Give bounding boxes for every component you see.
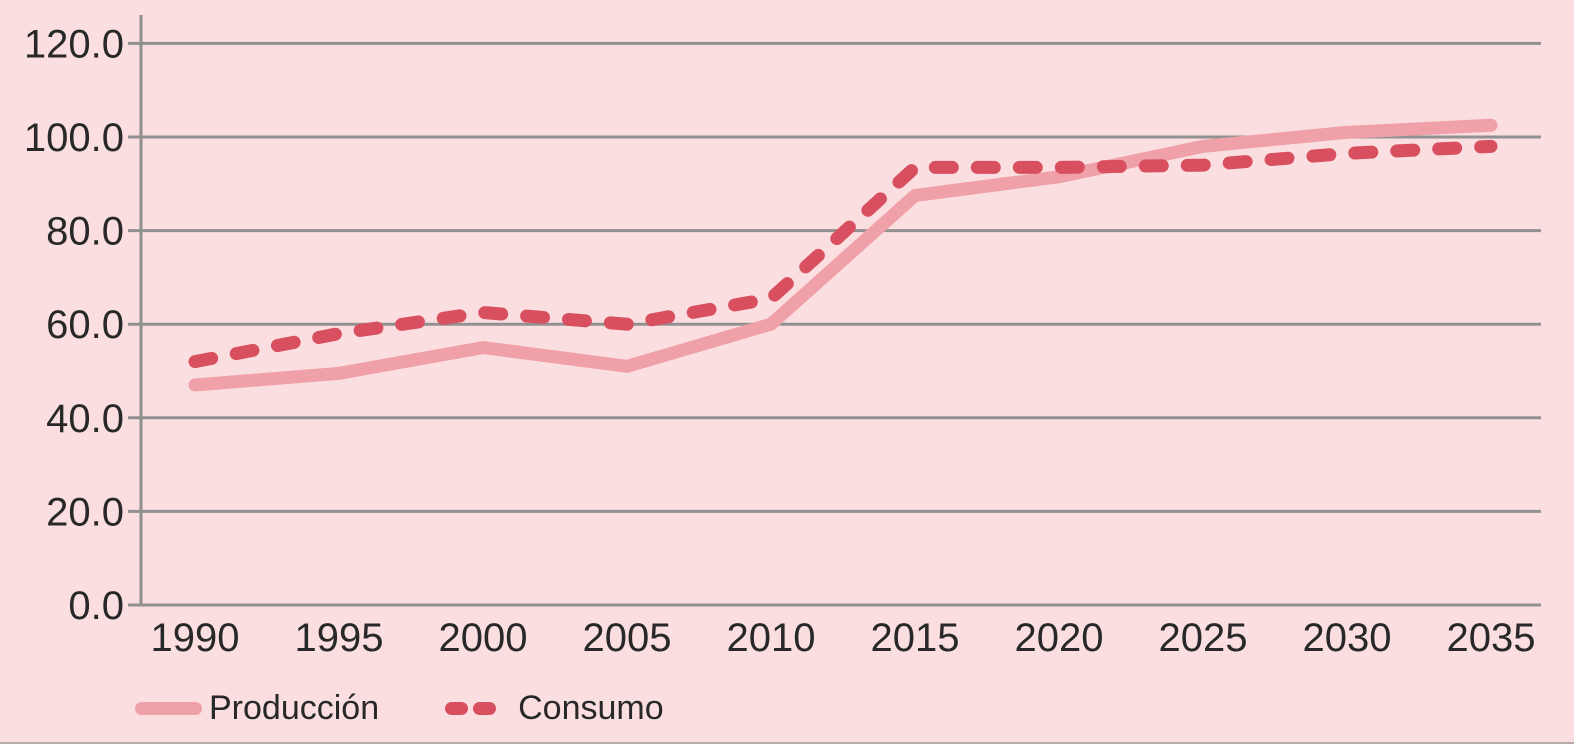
consumo-legend-label: Consumo (518, 689, 664, 727)
produccion-line (188, 118, 1498, 392)
y-tick-label: 60.0 (46, 303, 124, 347)
x-tick-label: 1995 (295, 616, 384, 660)
x-tick-label: 1990 (151, 616, 240, 660)
x-tick-label: 2035 (1447, 616, 1536, 660)
y-tick-label: 120.0 (24, 22, 124, 66)
y-tick-label: 40.0 (46, 397, 124, 441)
legend: Producción Consumo (135, 688, 664, 728)
x-tick-label: 2000 (439, 616, 528, 660)
x-tick-label: 2005 (583, 616, 672, 660)
y-tick-label: 80.0 (46, 210, 124, 254)
y-tick-label: 0.0 (68, 584, 124, 628)
produccion-legend-label: Producción (209, 689, 380, 727)
x-tick-label: 2015 (871, 616, 960, 660)
x-tick-label: 2025 (1159, 616, 1248, 660)
x-tick-label: 2020 (1015, 616, 1104, 660)
consumo-legend-swatch (445, 701, 497, 715)
x-tick-label: 2010 (727, 616, 816, 660)
x-tick-label: 2030 (1303, 616, 1392, 660)
consumo-line (188, 139, 1498, 369)
y-tick-label: 100.0 (24, 116, 124, 160)
y-tick-label: 20.0 (46, 490, 124, 534)
bottom-border (0, 742, 1574, 744)
produccion-legend-swatch (135, 701, 202, 715)
